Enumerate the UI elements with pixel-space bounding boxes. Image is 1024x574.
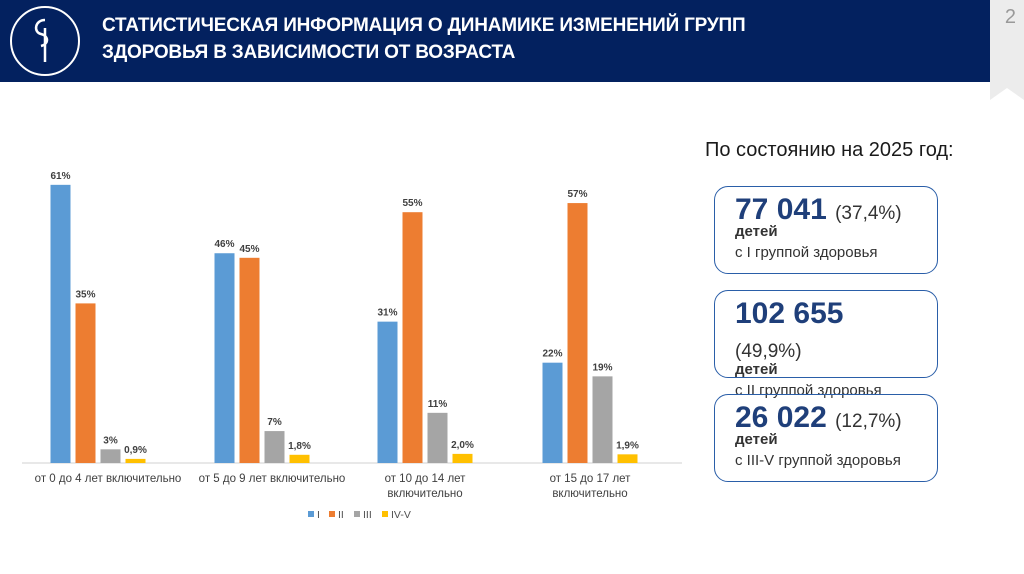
summary-title: По состоянию на 2025 год: <box>705 139 954 161</box>
legend-label: III <box>363 509 372 521</box>
data-label: 3% <box>103 435 118 446</box>
legend-label: II <box>338 509 344 521</box>
bar-I-0 <box>50 184 71 463</box>
bar-chart: 61% 46% 31% 22% 35% 45% 55% 57% 3% 7% 11% 19% 0,9% 1,… <box>22 171 682 521</box>
card-unit: детей <box>735 431 778 448</box>
data-label: 35% <box>75 289 95 300</box>
data-label: 61% <box>50 171 70 182</box>
title-line-2: ЗДОРОВЬЯ В ЗАВИСИМОСТИ ОТ ВОЗРАСТА <box>102 42 516 63</box>
bar-I-3 <box>542 362 563 463</box>
bar-III-3 <box>592 376 613 463</box>
bar-I-2 <box>377 321 398 463</box>
bar-III-0 <box>100 449 121 463</box>
data-label: 31% <box>377 308 397 319</box>
summary-card: 26 022 (12,7%) детей с III-V группой здо… <box>714 394 938 482</box>
legend-swatch <box>308 511 314 517</box>
card-desc: с I группой здоровья <box>735 244 878 261</box>
bar-I-1 <box>214 253 235 463</box>
legend-swatch <box>329 511 335 517</box>
title-line-1: СТАТИСТИЧЕСКАЯ ИНФОРМАЦИЯ О ДИНАМИКЕ ИЗМ… <box>102 15 746 36</box>
card-value: 26 022 <box>735 401 827 434</box>
page-number: 2 <box>1004 6 1016 28</box>
bar-IV-V-2 <box>452 453 473 463</box>
card-percent: (12,7%) <box>835 411 902 432</box>
category-label: включительно <box>552 488 627 500</box>
summary-card: 102 655 (49,9%) детей с II группой здоро… <box>714 290 938 399</box>
page-title: СТАТИСТИЧЕСКАЯ ИНФОРМАЦИЯ О ДИНАМИКЕ ИЗМ… <box>102 12 746 66</box>
card-percent: (49,9%) <box>735 341 802 362</box>
data-label: 0,9% <box>124 445 147 456</box>
data-label: 1,9% <box>616 440 639 451</box>
bar-III-2 <box>427 412 448 463</box>
data-label: 2,0% <box>451 440 474 451</box>
data-label: 1,8% <box>288 441 311 452</box>
category-label: от 10 до 14 лет <box>385 473 467 485</box>
legend-swatch <box>382 511 388 517</box>
header: СТАТИСТИЧЕСКАЯ ИНФОРМАЦИЯ О ДИНАМИКЕ ИЗМ… <box>0 0 1010 82</box>
bar-II-3 <box>567 203 588 463</box>
card-percent: (37,4%) <box>835 203 902 224</box>
card-unit: детей <box>735 361 778 378</box>
logo <box>10 6 80 76</box>
legend-label: IV-V <box>391 509 411 521</box>
category-label: от 15 до 17 лет <box>550 473 632 485</box>
card-desc: с III-V группой здоровья <box>735 452 901 469</box>
data-label: 22% <box>542 349 562 360</box>
summary-card: 77 041 (37,4%) детей с I группой здоровь… <box>714 186 938 274</box>
card-unit: детей <box>735 223 778 240</box>
page-tab <box>990 0 1024 100</box>
data-label: 7% <box>267 417 282 428</box>
data-label: 45% <box>239 244 259 255</box>
data-label: 55% <box>402 198 422 209</box>
card-value: 77 041 <box>735 193 827 226</box>
bar-II-1 <box>239 257 260 463</box>
category-label: от 0 до 4 лет включительно <box>35 473 182 485</box>
bar-IV-V-1 <box>289 454 310 463</box>
category-label: включительно <box>387 488 462 500</box>
bar-III-1 <box>264 431 285 463</box>
card-value: 102 655 <box>735 297 844 330</box>
data-label: 11% <box>428 399 448 410</box>
legend-label: I <box>317 509 320 521</box>
legend-swatch <box>354 511 360 517</box>
data-label: 57% <box>567 189 587 200</box>
data-label: 19% <box>592 362 612 373</box>
bar-II-0 <box>75 303 96 463</box>
bar-II-2 <box>402 212 423 463</box>
category-label: от 5 до 9 лет включительно <box>199 473 346 485</box>
bar-IV-V-3 <box>617 454 638 463</box>
bar-IV-V-0 <box>125 458 146 463</box>
data-label: 46% <box>214 239 234 250</box>
